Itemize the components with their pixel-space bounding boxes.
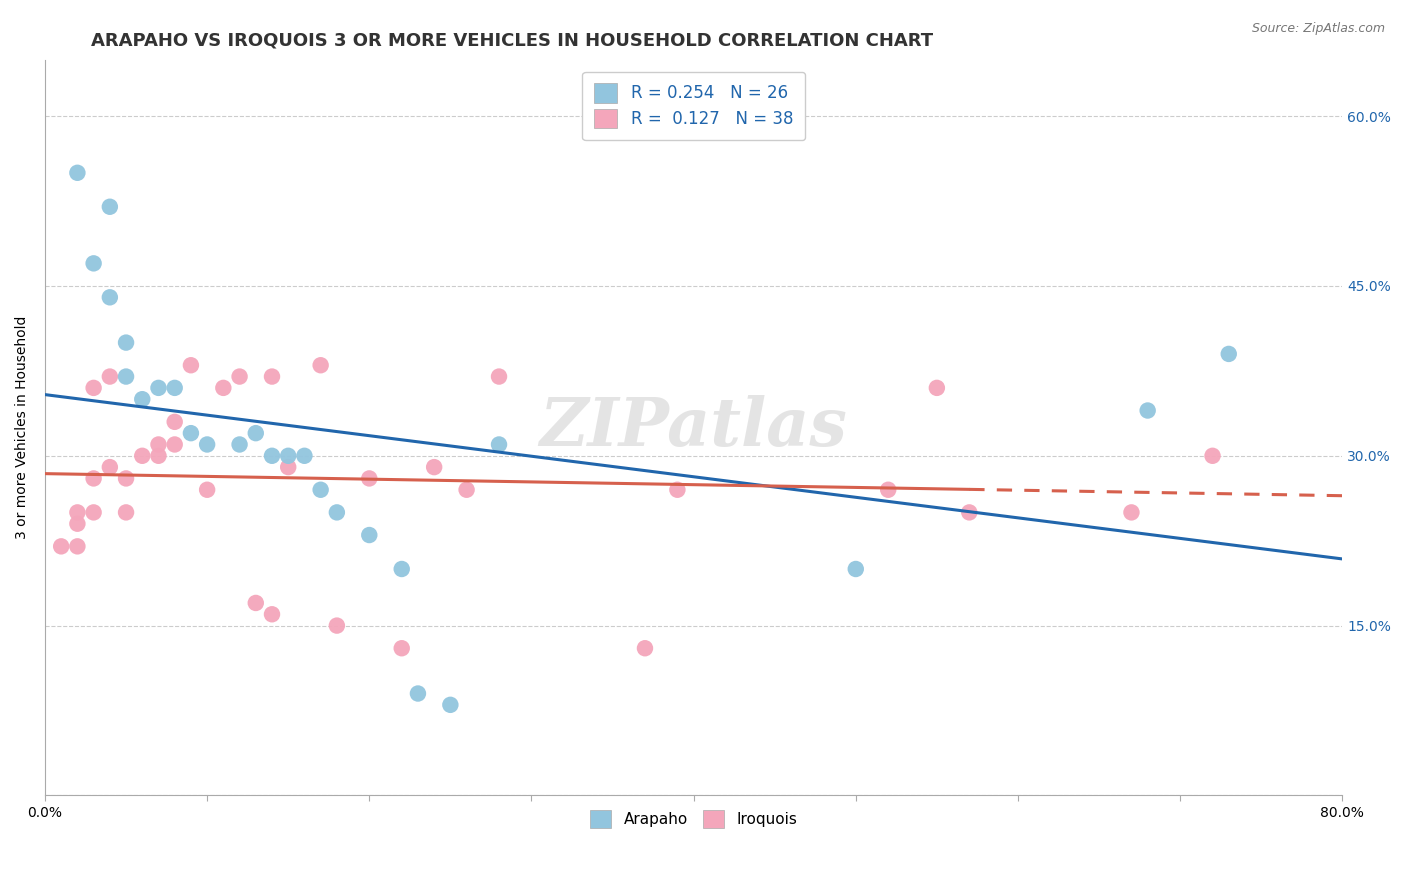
Point — [115, 335, 138, 350]
Point — [245, 426, 267, 441]
Point — [66, 516, 89, 531]
Point — [277, 449, 299, 463]
Point — [83, 256, 105, 270]
Point — [163, 381, 186, 395]
Point — [260, 369, 283, 384]
Point — [488, 369, 510, 384]
Point — [260, 607, 283, 622]
Point — [115, 471, 138, 485]
Text: ARAPAHO VS IROQUOIS 3 OR MORE VEHICLES IN HOUSEHOLD CORRELATION CHART: ARAPAHO VS IROQUOIS 3 OR MORE VEHICLES I… — [91, 31, 934, 49]
Point — [131, 392, 153, 407]
Point — [98, 460, 121, 475]
Y-axis label: 3 or more Vehicles in Household: 3 or more Vehicles in Household — [15, 316, 30, 539]
Legend: Arapaho, Iroquois: Arapaho, Iroquois — [582, 803, 806, 836]
Point — [163, 437, 186, 451]
Point — [163, 415, 186, 429]
Point — [66, 166, 89, 180]
Point — [83, 471, 105, 485]
Point — [277, 460, 299, 475]
Text: ZIPatlas: ZIPatlas — [540, 395, 848, 460]
Point — [83, 381, 105, 395]
Point — [148, 449, 170, 463]
Point — [228, 369, 250, 384]
Point — [845, 562, 868, 576]
Point — [98, 369, 121, 384]
Point — [260, 449, 283, 463]
Point — [195, 437, 218, 451]
Point — [212, 381, 235, 395]
Point — [98, 290, 121, 304]
Point — [1218, 347, 1240, 361]
Point — [180, 426, 202, 441]
Point — [66, 505, 89, 519]
Text: Source: ZipAtlas.com: Source: ZipAtlas.com — [1251, 22, 1385, 36]
Point — [406, 686, 429, 700]
Point — [359, 528, 381, 542]
Point — [456, 483, 478, 497]
Point — [925, 381, 948, 395]
Point — [391, 562, 413, 576]
Point — [877, 483, 900, 497]
Point — [66, 540, 89, 554]
Point — [488, 437, 510, 451]
Point — [245, 596, 267, 610]
Point — [1136, 403, 1159, 417]
Point — [228, 437, 250, 451]
Point — [423, 460, 446, 475]
Point — [98, 200, 121, 214]
Point — [1121, 505, 1143, 519]
Point — [391, 641, 413, 656]
Point — [309, 358, 332, 372]
Point — [666, 483, 689, 497]
Point — [359, 471, 381, 485]
Point — [439, 698, 461, 712]
Point — [195, 483, 218, 497]
Point — [294, 449, 316, 463]
Point — [148, 381, 170, 395]
Point — [180, 358, 202, 372]
Point — [957, 505, 980, 519]
Point — [115, 505, 138, 519]
Point — [115, 369, 138, 384]
Point — [1201, 449, 1223, 463]
Point — [131, 449, 153, 463]
Point — [83, 505, 105, 519]
Point — [309, 483, 332, 497]
Point — [148, 437, 170, 451]
Point — [326, 505, 349, 519]
Point — [634, 641, 657, 656]
Point — [51, 540, 73, 554]
Point — [326, 618, 349, 632]
